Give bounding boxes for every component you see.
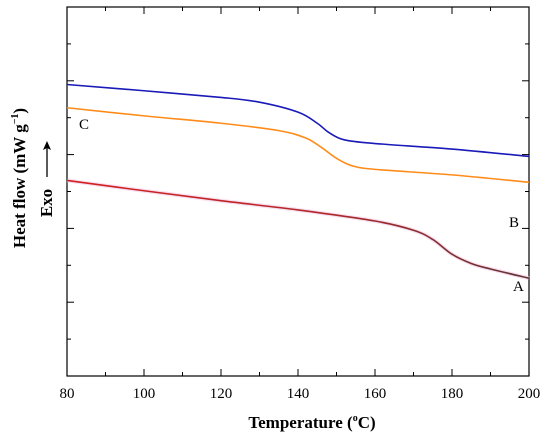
series-a-line [66,179,530,279]
series-c-line [66,83,530,158]
series-a-halo [66,178,530,281]
y-axis-title-group: Heat flow (mW g−1) [10,108,29,248]
curve-label-c: C [79,117,89,133]
x-axis-title: Temperature (oC) [248,413,375,432]
x-tick-labels: 80 100 120 140 160 180 200 [60,386,541,402]
x-tick-label: 120 [210,386,233,402]
x-tick-label: 100 [133,386,156,402]
exo-indicator: Exo [37,141,56,217]
exo-arrow-head [43,141,51,150]
x-tick-label: 160 [364,386,387,402]
series-layer [66,83,530,281]
tick-layer [66,6,530,377]
y-axis-title: Heat flow (mW g−1) [10,108,29,248]
x-tick-label: 140 [287,386,310,402]
curve-label-a: A [513,279,524,295]
x-tick-label: 180 [441,386,464,402]
series-b-line [66,106,530,184]
curve-label-b: B [509,215,519,231]
x-tick-label: 80 [60,386,75,402]
x-tick-label: 200 [518,386,541,402]
exo-label: Exo [37,189,56,217]
